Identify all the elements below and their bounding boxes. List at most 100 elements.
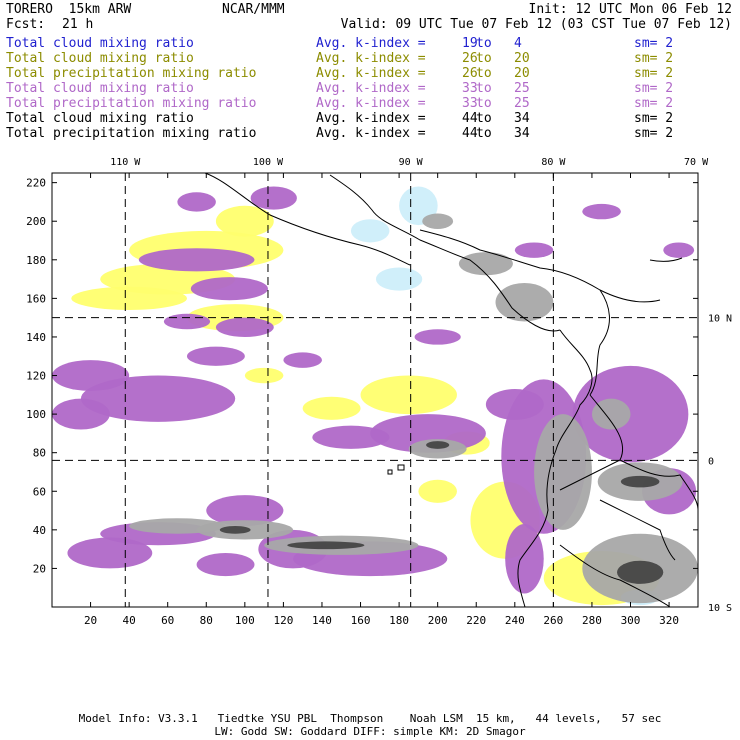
- legend-smoothing: sm= 2: [634, 126, 674, 141]
- legend-smoothing: sm= 2: [634, 111, 674, 126]
- x-tick-label: 80: [200, 614, 213, 627]
- legend-kindex-from: 26: [462, 51, 478, 66]
- legend-to-word: to: [476, 111, 492, 126]
- legend-kindex-from: 26: [462, 66, 478, 81]
- legend-row: Total cloud mixing ratio Avg. k-index = 33…: [6, 81, 734, 96]
- longitude-label: 90 W: [399, 157, 424, 168]
- mexico-coast: [204, 173, 411, 266]
- y-tick-label: 120: [26, 370, 46, 383]
- field-region-purple: [505, 524, 544, 594]
- x-tick-label: 240: [505, 614, 525, 627]
- x-tick-label: 140: [312, 614, 332, 627]
- x-tick-label: 200: [428, 614, 448, 627]
- legend-kindex-label: Avg. k-index =: [316, 96, 426, 111]
- legend-smoothing: sm= 2: [634, 96, 674, 111]
- latitude-label: 0: [708, 456, 714, 467]
- plot-frame: [51, 172, 699, 608]
- galapagos-2: [387, 469, 393, 475]
- field-region-yellow: [418, 479, 457, 503]
- longitude-label: 100 W: [253, 157, 284, 168]
- legend-row: Total cloud mixing ratio Avg. k-index = 26…: [6, 51, 734, 66]
- andes-border-1: [589, 289, 610, 396]
- longitude-label: 80 W: [541, 157, 566, 168]
- legend-to-word: to: [476, 66, 492, 81]
- andes-border-2: [559, 394, 624, 491]
- x-tick-label: 320: [659, 614, 679, 627]
- legend-field-name: Total precipitation mixing ratio: [6, 96, 257, 111]
- lat-lon-grid: [52, 173, 698, 607]
- y-tick-label: 100: [26, 408, 46, 421]
- legend-smoothing: sm= 2: [634, 66, 674, 81]
- legend-kindex-to: 25: [514, 96, 530, 111]
- legend-smoothing: sm= 2: [634, 81, 674, 96]
- legend-smoothing: sm= 2: [634, 51, 674, 66]
- y-tick-label: 160: [26, 292, 46, 305]
- legend-kindex-from: 33: [462, 81, 478, 96]
- field-region-purple: [250, 186, 297, 210]
- init-time: Init: 12 UTC Mon 06 Feb 12: [528, 2, 733, 17]
- field-region-purple: [414, 329, 461, 345]
- galapagos-1: [397, 464, 405, 471]
- field-region-dark: [287, 541, 365, 550]
- field-region-gray: [458, 252, 513, 276]
- caribbean-islands: [649, 257, 683, 262]
- legend-kindex-to: 4: [514, 36, 522, 51]
- y-tick-label: 80: [33, 447, 46, 460]
- y-tick-label: 20: [33, 562, 46, 575]
- legend-to-word: to: [476, 81, 492, 96]
- field-region-purple: [582, 203, 621, 220]
- longitude-label: 70 W: [684, 157, 709, 168]
- field-region-purple: [190, 277, 268, 301]
- field-region-purple: [215, 317, 274, 337]
- field-region-yellow: [215, 205, 274, 237]
- field-region-dark: [219, 525, 251, 534]
- legend-to-word: to: [476, 96, 492, 111]
- legend-kindex-from: 44: [462, 111, 478, 126]
- model-title: TORERO 15km ARW: [6, 2, 132, 17]
- field-region-gray: [422, 213, 454, 229]
- y-tick-label: 180: [26, 254, 46, 267]
- x-tick-label: 20: [84, 614, 97, 627]
- field-region-purple: [80, 375, 236, 422]
- x-axis-ticks: 20 40 60 80 100 120 140 160 180 200 220 240 260 280 30…: [84, 173, 679, 627]
- legend-field-name: Total precipitation mixing ratio: [6, 66, 257, 81]
- field-region-purple: [514, 242, 554, 258]
- legend-row: Total cloud mixing ratio Avg. k-index = 44…: [6, 111, 734, 126]
- x-tick-label: 160: [351, 614, 371, 627]
- field-region-gray: [408, 439, 467, 459]
- x-tick-label: 40: [123, 614, 136, 627]
- legend-kindex-to: 25: [514, 81, 530, 96]
- legend-kindex-to: 20: [514, 66, 530, 81]
- coastlines: [204, 173, 698, 607]
- y-tick-label: 60: [33, 485, 46, 498]
- field-region-purple: [52, 398, 110, 430]
- forecast-hour: 21 h: [62, 17, 94, 32]
- field-region-blue: [375, 267, 423, 291]
- legend-kindex-label: Avg. k-index =: [316, 66, 426, 81]
- x-tick-label: 220: [466, 614, 486, 627]
- field-region-purple: [283, 352, 322, 368]
- center-name: NCAR/MMM: [222, 2, 285, 17]
- field-region-purple: [67, 537, 153, 569]
- y-tick-label: 220: [26, 177, 46, 190]
- field-region-gray: [129, 518, 226, 534]
- legend-kindex-label: Avg. k-index =: [316, 36, 426, 51]
- legend-row: Total cloud mixing ratio Avg. k-index = 19…: [6, 36, 734, 51]
- field-region-yellow: [244, 367, 284, 384]
- x-tick-label: 120: [273, 614, 293, 627]
- andes-border-5: [559, 544, 671, 607]
- field-region-purple: [177, 192, 216, 212]
- x-tick-label: 100: [235, 614, 255, 627]
- model-info-line1: Model Info: V3.3.1 Tiedtke YSU PBL Thomp…: [78, 712, 662, 725]
- legend-kindex-to: 34: [514, 111, 530, 126]
- forecast-label: Fcst:: [6, 17, 46, 32]
- legend-smoothing: sm= 2: [634, 36, 674, 51]
- legend-kindex-from: 33: [462, 96, 478, 111]
- x-tick-label: 300: [621, 614, 641, 627]
- field-region-purple: [485, 389, 544, 420]
- field-region-dark: [617, 560, 664, 584]
- x-tick-label: 280: [582, 614, 602, 627]
- legend-kindex-label: Avg. k-index =: [316, 126, 426, 141]
- field-region-purple: [312, 425, 390, 449]
- field-region-purple: [663, 242, 695, 258]
